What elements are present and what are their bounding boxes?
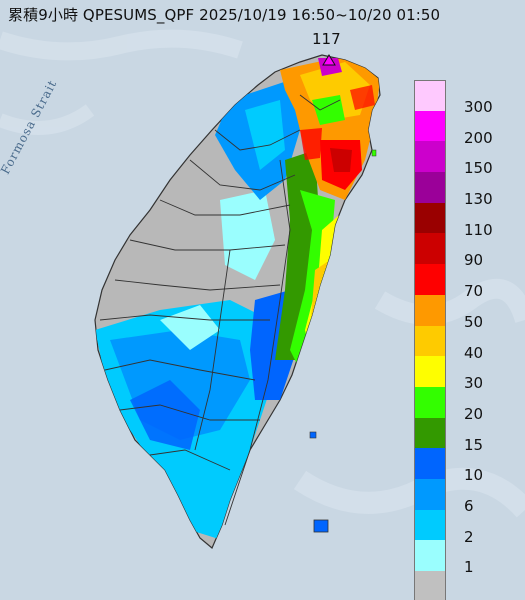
green-island xyxy=(309,431,317,439)
legend-row: 150 xyxy=(414,141,520,177)
legend-label: 150 xyxy=(464,159,493,178)
county-borders xyxy=(99,94,341,526)
legend-swatch xyxy=(414,417,446,449)
legend-swatch xyxy=(414,448,446,479)
legend-swatch xyxy=(414,540,446,571)
legend-row: 40 xyxy=(414,325,520,362)
legend-label: 130 xyxy=(464,190,493,209)
legend-label: 50 xyxy=(464,312,484,331)
legend-label: 1 xyxy=(464,558,474,577)
max-value-label: 117 xyxy=(312,30,341,48)
legend-row: 130 xyxy=(414,172,520,208)
legend-label: 10 xyxy=(464,466,484,485)
legend-row: 6 xyxy=(414,478,520,515)
legend-row: 300 xyxy=(414,80,520,116)
legend-label: 2 xyxy=(464,527,474,546)
legend-row: 20 xyxy=(414,386,520,423)
legend-swatch xyxy=(414,478,446,510)
map-title: 累積9小時 QPESUMS_QPF 2025/10/19 16:50~10/20… xyxy=(8,6,441,24)
legend-label: 40 xyxy=(464,343,484,362)
legend-swatch xyxy=(414,110,446,142)
legend-swatch xyxy=(414,202,446,234)
legend-label: 300 xyxy=(464,98,493,116)
legend-row: 1 xyxy=(414,540,520,576)
legend-swatch xyxy=(414,172,446,203)
legend-row: 200 xyxy=(414,110,520,147)
orchid-island xyxy=(313,519,329,533)
legend-row: 90 xyxy=(414,233,520,269)
legend-label: 15 xyxy=(464,435,484,454)
legend-row: 15 xyxy=(414,417,520,454)
legend-swatch xyxy=(414,356,446,387)
legend-swatch xyxy=(414,294,446,326)
legend-row: 110 xyxy=(414,202,520,239)
legend-row: 50 xyxy=(414,294,520,331)
legend-label: 30 xyxy=(464,374,484,393)
legend-swatch xyxy=(414,386,446,418)
legend-label: 6 xyxy=(464,496,474,515)
legend-label: 200 xyxy=(464,128,493,147)
max-marker-icon xyxy=(322,54,336,66)
guishan-island xyxy=(371,149,377,157)
legend-label: 20 xyxy=(464,404,484,423)
legend-row: 70 xyxy=(414,264,520,300)
legend-label: 70 xyxy=(464,282,484,301)
legend-swatch xyxy=(414,509,446,541)
legend-label: 110 xyxy=(464,220,493,239)
legend-swatch xyxy=(414,233,446,265)
legend-row: 2 xyxy=(414,509,520,546)
legend-swatch xyxy=(414,141,446,173)
legend-swatch xyxy=(414,571,446,600)
legend-row: 10 xyxy=(414,448,520,484)
legend-row xyxy=(414,571,520,600)
legend-swatch xyxy=(414,325,446,357)
legend-row: 30 xyxy=(414,356,520,392)
color-legend: 300 200 150 130 110 90 70 50 40 30 20 15 10 6 2 1 xyxy=(414,80,520,600)
legend-label: 90 xyxy=(464,251,484,270)
legend-swatch xyxy=(414,264,446,295)
legend-swatch xyxy=(414,80,446,111)
